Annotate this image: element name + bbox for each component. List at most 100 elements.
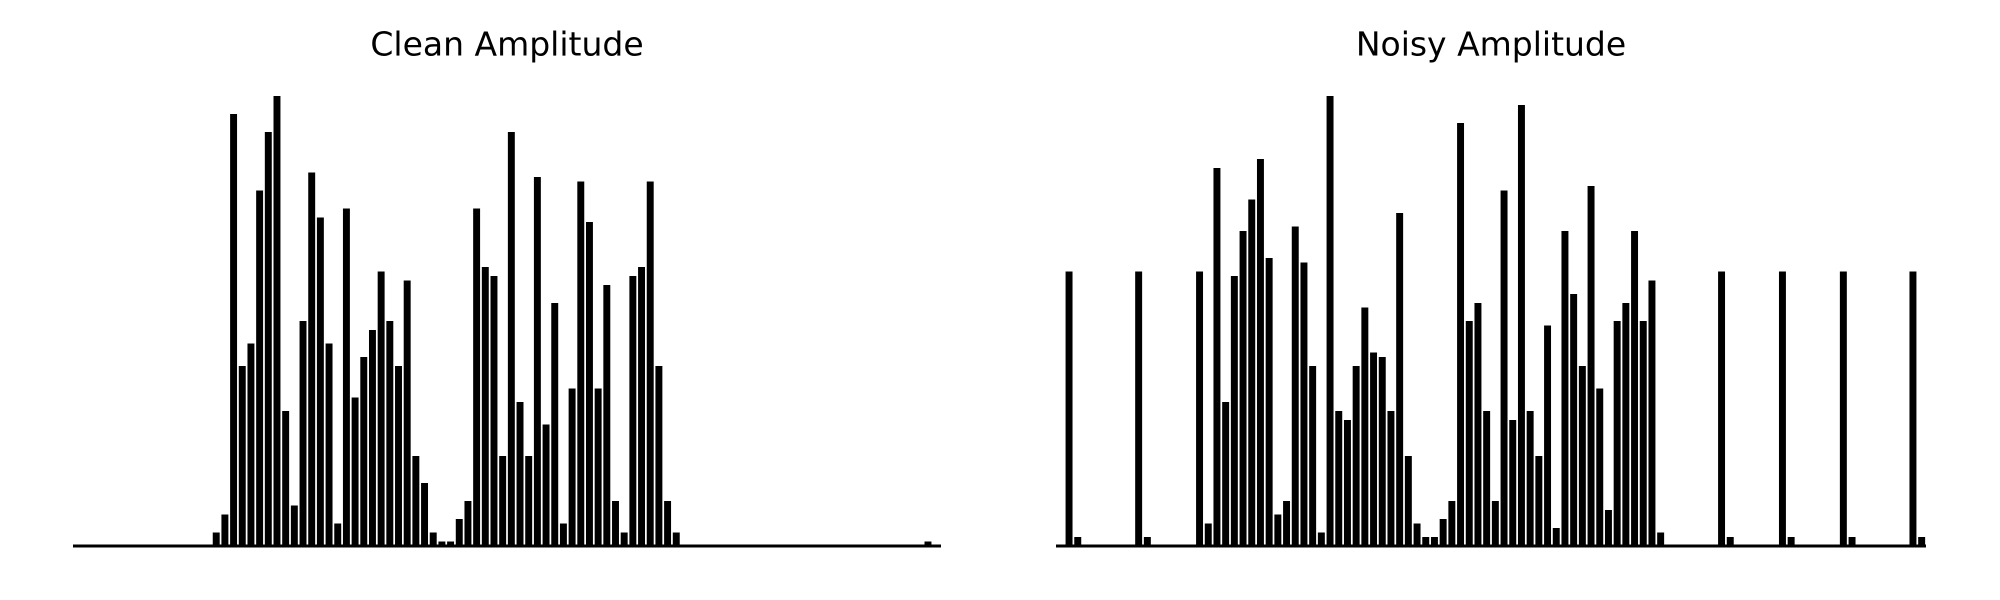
amplitude-bar: [1213, 168, 1221, 546]
amplitude-bar: [1378, 357, 1386, 546]
amplitude-bar: [646, 181, 654, 546]
amplitude-bar: [542, 424, 550, 546]
amplitude-bar: [1578, 366, 1586, 546]
amplitude-bar: [290, 505, 298, 546]
amplitude-bar: [1509, 420, 1517, 546]
amplitude-bar: [1222, 402, 1230, 546]
amplitude-bar: [1204, 523, 1212, 546]
amplitude-bar: [551, 303, 559, 546]
amplitude-bar: [577, 181, 585, 546]
amplitude-bar: [533, 177, 541, 546]
amplitude-bar: [1448, 501, 1456, 546]
amplitude-bar: [1613, 321, 1621, 546]
amplitude-bar: [1352, 366, 1360, 546]
amplitude-bar: [585, 222, 593, 546]
amplitude-bar: [1361, 307, 1369, 546]
amplitude-bar: [1413, 523, 1421, 546]
amplitude-bar: [308, 172, 316, 546]
amplitude-bar: [1065, 271, 1073, 546]
amplitude-bar: [455, 519, 463, 546]
amplitude-bar: [429, 532, 437, 546]
amplitude-bar: [655, 366, 663, 546]
amplitude-bar: [438, 541, 446, 546]
amplitude-bar: [1561, 231, 1569, 546]
amplitude-bar: [1404, 456, 1412, 546]
amplitude-bar: [473, 208, 481, 546]
amplitude-bar: [594, 388, 602, 546]
amplitude-bar: [1135, 271, 1143, 546]
amplitude-bar: [238, 366, 246, 546]
amplitude-bar: [1657, 532, 1665, 546]
amplitude-bar: [264, 132, 272, 546]
amplitude-bar: [481, 267, 489, 546]
amplitude-bar: [1500, 190, 1508, 546]
amplitude-bar: [464, 501, 472, 546]
amplitude-bar: [1474, 303, 1482, 546]
amplitude-bar: [1552, 528, 1560, 546]
amplitude-bar: [247, 343, 255, 546]
amplitude-bar: [1839, 271, 1847, 546]
amplitude-bar: [1300, 262, 1308, 546]
amplitude-bar: [1230, 276, 1238, 546]
amplitude-bar: [360, 357, 368, 546]
amplitude-bar: [1265, 258, 1273, 546]
amplitude-bar: [342, 208, 350, 546]
amplitude-bar: [1326, 96, 1334, 546]
amplitude-bar: [1143, 537, 1151, 546]
amplitude-bar: [1544, 325, 1552, 546]
amplitude-bar: [1465, 321, 1473, 546]
amplitude-bar: [1639, 321, 1647, 546]
amplitude-bar: [256, 190, 264, 546]
amplitude-bar: [1909, 271, 1917, 546]
amplitude-bar: [1918, 537, 1926, 546]
amplitude-bar: [1535, 456, 1543, 546]
amplitude-bar: [1848, 537, 1856, 546]
amplitude-bar: [1283, 501, 1291, 546]
amplitude-bar: [620, 532, 628, 546]
amplitude-bar: [672, 532, 680, 546]
amplitude-bar: [1457, 123, 1465, 546]
chart-title: Clean Amplitude: [370, 25, 643, 64]
amplitude-bar: [1248, 199, 1256, 546]
amplitude-bar: [1570, 294, 1578, 546]
amplitude-bar: [1343, 420, 1351, 546]
amplitude-bar: [516, 402, 524, 546]
amplitude-bar: [1370, 352, 1378, 546]
amplitude-bar: [1778, 271, 1786, 546]
amplitude-bar: [351, 397, 359, 546]
amplitude-bar: [507, 132, 515, 546]
amplitude-bar: [421, 483, 429, 546]
amplitude-bar: [638, 267, 646, 546]
amplitude-bar: [490, 276, 498, 546]
amplitude-bar: [230, 114, 238, 546]
amplitude-bar: [1387, 411, 1395, 546]
amplitude-bar: [1726, 537, 1734, 546]
amplitude-bar: [395, 366, 402, 546]
amplitude-bar: [568, 388, 576, 546]
chart-title: Noisy Amplitude: [1356, 25, 1626, 64]
amplitude-bar: [525, 456, 533, 546]
amplitude-bar: [1274, 514, 1282, 546]
amplitude-bar: [1422, 537, 1430, 546]
amplitude-bar: [1596, 388, 1604, 546]
amplitude-bar: [447, 541, 455, 546]
amplitude-bar: [1631, 231, 1639, 546]
amplitude-bar: [1430, 537, 1438, 546]
amplitude-bar: [1648, 280, 1656, 546]
amplitude-bar: [368, 330, 376, 546]
amplitude-bar: [1335, 411, 1343, 546]
amplitude-bar: [273, 96, 281, 546]
amplitude-bar: [629, 276, 637, 546]
amplitude-bar: [1604, 510, 1612, 546]
amplitude-bar: [282, 411, 290, 546]
amplitude-bar: [299, 321, 307, 546]
amplitude-bar: [1439, 519, 1447, 546]
amplitude-bar: [1317, 532, 1325, 546]
amplitude-bar: [603, 285, 611, 546]
amplitude-bar: [403, 280, 411, 546]
amplitude-bar: [221, 514, 229, 546]
amplitude-bar: [1787, 537, 1795, 546]
amplitude-bar: [499, 456, 507, 546]
amplitude-bar: [377, 271, 385, 546]
